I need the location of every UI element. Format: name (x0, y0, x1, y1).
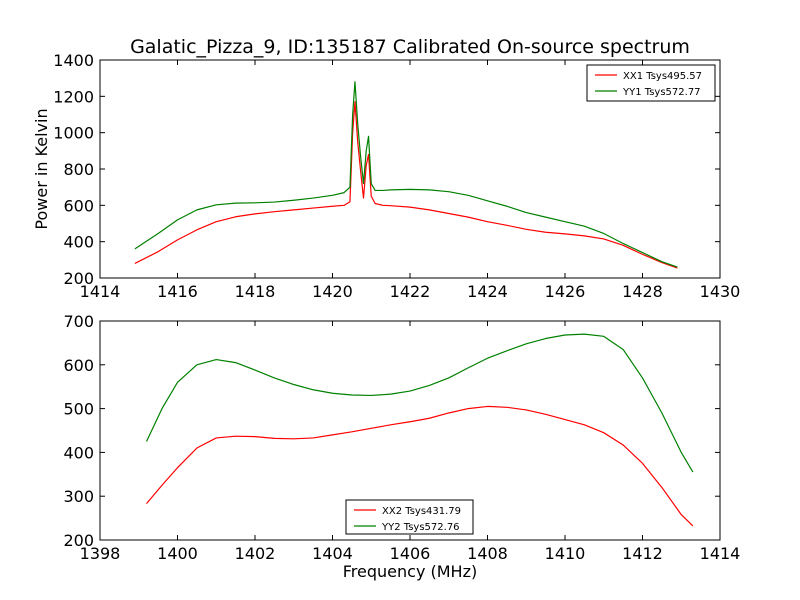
y-tick-label: 1400 (53, 51, 94, 70)
legend-label: XX1 Tsys495.57 (623, 71, 702, 82)
y-tick-label: 700 (63, 312, 94, 331)
bottom-plot-area: 1398 1400 1402 1404 1406 1408 1410 1412 1414 200 3… (63, 312, 740, 563)
x-tick-label: 1428 (622, 282, 663, 301)
legend: XX1 Tsys495.57 YY1 Tsys572.77 (586, 64, 716, 102)
x-tick-label: 1420 (312, 282, 353, 301)
y-tick-label: 200 (63, 269, 94, 288)
y-tick-label: 600 (63, 356, 94, 375)
legend-label: YY2 Tsys572.76 (381, 522, 460, 533)
legend: XX2 Tsys431.79 YY2 Tsys572.76 (345, 499, 474, 535)
chart-title: Galatic_Pizza_9, ID:135187 Calibrated On… (130, 36, 690, 58)
top-chart: Galatic_Pizza_9, ID:135187 Calibrated On… (32, 36, 740, 301)
bottom-chart: Frequency (MHz) 1398 1400 1402 1404 1406 1408… (63, 312, 740, 581)
y-tick-label: 500 (63, 400, 94, 419)
y-tick-label: 400 (63, 443, 94, 462)
series-line-xx1 (134, 101, 678, 269)
y-tick-label: 1200 (53, 87, 94, 106)
series-line-yy2 (145, 333, 694, 473)
legend-label: XX2 Tsys431.79 (382, 506, 461, 517)
x-tick-label: 1430 (700, 282, 741, 301)
x-tick-label: 1408 (467, 544, 508, 563)
x-tick-label: 1414 (80, 282, 121, 301)
y-tick-label: 400 (63, 233, 94, 252)
x-tick-label: 1414 (700, 544, 741, 563)
x-tick-label: 1426 (545, 282, 586, 301)
x-tick-label: 1422 (390, 282, 431, 301)
x-tick-label: 1402 (235, 544, 276, 563)
legend-label: YY1 Tsys572.77 (622, 87, 701, 98)
top-plot-area: 1414 1416 1418 1420 1422 1424 1426 1428 1430 200 4… (53, 51, 740, 301)
y-tick-label: 1000 (53, 124, 94, 143)
x-tick-label: 1410 (545, 544, 586, 563)
x-tick-label: 1398 (80, 544, 121, 563)
x-tick-label: 1400 (157, 544, 198, 563)
x-tick-label: 1404 (312, 544, 353, 563)
y-tick-label: 800 (63, 160, 94, 179)
x-tick-label: 1406 (390, 544, 431, 563)
x-tick-label: 1416 (157, 282, 198, 301)
y-tick-label: 300 (63, 487, 94, 506)
x-axis-label: Frequency (MHz) (343, 562, 477, 581)
legend-box (586, 64, 716, 102)
series-line-yy1 (134, 81, 678, 268)
series-line-xx2 (146, 405, 694, 527)
y-axis-label: Power in Kelvin (32, 108, 51, 229)
y-tick-label: 600 (63, 196, 94, 215)
x-tick-label: 1424 (467, 282, 508, 301)
legend-box (345, 499, 474, 535)
x-tick-label: 1418 (235, 282, 276, 301)
y-tick-label: 200 (63, 531, 94, 550)
x-tick-label: 1412 (622, 544, 663, 563)
